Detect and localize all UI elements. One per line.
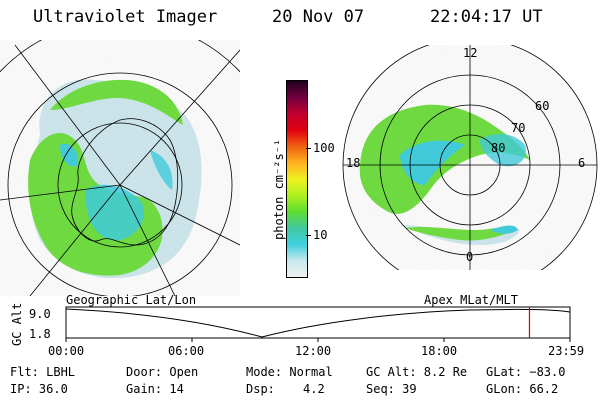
right-map-title: Apex MLat/MLT [424,293,518,307]
instrument-title: Ultraviolet Imager [33,7,218,27]
colorbar-tick-100: 100 [313,141,335,155]
footer-door: Door: Open [126,365,199,379]
mlt-label-12: 12 [463,46,478,60]
apex-map [342,45,598,270]
time-label: 22:04:17 UT [430,7,543,27]
timeline-ylabel: GC Alt [10,302,24,346]
ytick-top: 9.0 [29,307,51,321]
geographic-map [0,40,240,296]
xtick-0600: 06:00 [168,344,205,358]
footer-gc-alt: GC Alt: 8.2 Re [366,365,468,379]
ytick-bottom: 1.8 [29,327,51,341]
lat-label-70: 70 [511,121,526,135]
mlt-label-18: 18 [346,156,361,170]
xtick-1800: 18:00 [421,344,458,358]
colorbar-tick-10: 10 [313,228,328,242]
footer-glon: GLon: 66.2 [486,382,559,396]
continent-outline [71,118,179,246]
xtick-0000: 00:00 [48,344,85,358]
footer-ip: IP: 36.0 [10,382,68,396]
xtick-1200: 12:00 [295,344,332,358]
footer-dsp-label: Dsp: [246,382,275,396]
left-map-title: Geographic Lat/Lon [66,293,197,307]
timeline-frame [65,306,571,339]
mlt-label-6: 6 [578,156,586,170]
footer-gain: Gain: 14 [126,382,184,396]
footer-dsp-value: 4.2 [303,382,325,396]
mlt-label-0: 0 [466,250,474,264]
colorbar [286,80,308,278]
colorbar-label: photon cm⁻²s⁻¹ [272,138,286,240]
footer-seq: Seq: 39 [366,382,417,396]
date-label: 20 Nov 07 [272,7,365,27]
footer-mode: Mode: Normal [246,365,333,379]
footer-glat: GLat: −83.0 [486,365,566,379]
lat-label-60: 60 [535,99,550,113]
footer-flt: Flt: LBHL [10,365,76,379]
lat-label-80: 80 [491,141,506,155]
altitude-timeline [65,306,571,342]
altitude-curve [65,308,571,338]
xtick-2359: 23:59 [548,344,585,358]
